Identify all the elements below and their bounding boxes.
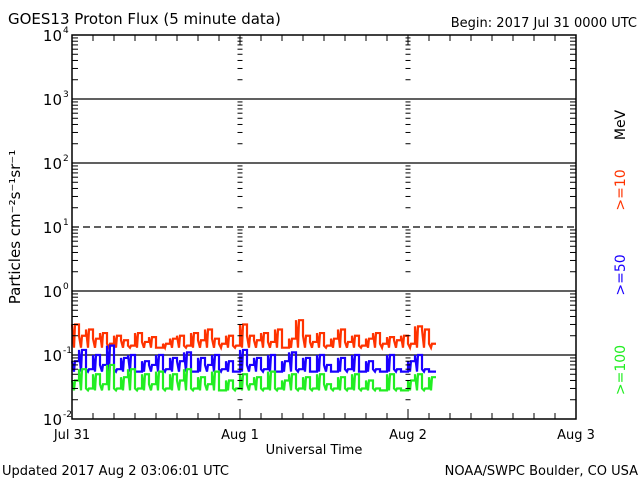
- x-tick-label: Aug 2: [389, 428, 427, 443]
- series-line: [70, 344, 436, 374]
- y-tick-label: 10: [43, 91, 62, 109]
- y-tick-exponent: -1: [63, 346, 72, 356]
- y-tick-label: 10: [43, 411, 62, 429]
- y-tick-exponent: 2: [63, 154, 69, 164]
- y-tick-exponent: 3: [63, 90, 69, 100]
- y-tick-exponent: 1: [63, 218, 69, 228]
- legend-entry: >=100: [613, 345, 629, 395]
- updated-label: Updated 2017 Aug 2 03:06:01 UTC: [2, 464, 229, 479]
- units-label: MeV: [613, 109, 629, 140]
- x-tick-label: Aug 3: [557, 428, 595, 443]
- legend-entry: >=50: [613, 254, 629, 295]
- series-line: [70, 319, 436, 351]
- source-label: NOAA/SWPC Boulder, CO USA: [445, 464, 638, 479]
- legend-entry: >=10: [613, 169, 629, 210]
- y-tick-label: 10: [43, 347, 62, 365]
- y-tick-label: 10: [43, 219, 62, 237]
- y-tick-exponent: -2: [63, 410, 72, 420]
- x-tick-label: Jul 31: [53, 428, 90, 443]
- y-tick-label: 10: [43, 27, 62, 45]
- grid-lines: [72, 98, 576, 356]
- y-tick-label: 10: [43, 283, 62, 301]
- series-line: [70, 363, 436, 393]
- series-group: [70, 319, 436, 393]
- y-tick-exponent: 4: [63, 26, 69, 36]
- y-tick-exponent: 0: [63, 282, 69, 292]
- y-tick-label: 10: [43, 155, 62, 173]
- x-axis-label: Universal Time: [266, 443, 363, 458]
- legend: >=10 >=50 >=100: [613, 169, 629, 395]
- chart-title: GOES13 Proton Flux (5 minute data): [8, 10, 281, 28]
- x-tick-label: Aug 1: [221, 428, 259, 443]
- begin-label: Begin: 2017 Jul 31 0000 UTC: [451, 16, 637, 31]
- y-axis-label: Particles cm⁻²s⁻¹sr⁻¹: [6, 150, 24, 304]
